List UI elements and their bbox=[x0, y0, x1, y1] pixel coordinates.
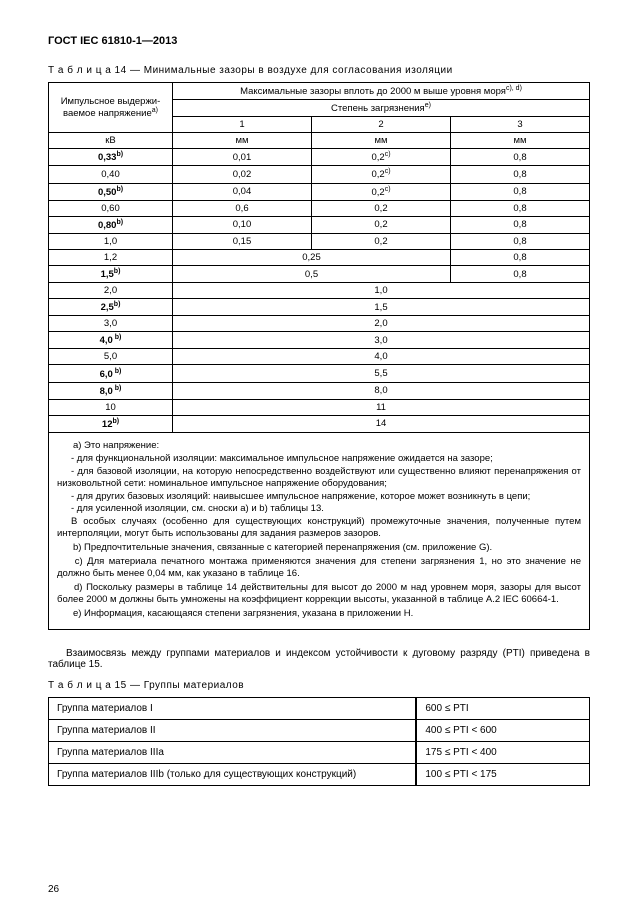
table-row: 2,5b)1,5 bbox=[49, 299, 590, 316]
table-row: Группа материалов IIIa175 ≤ PTI < 400 bbox=[49, 741, 590, 763]
fn-e: e) Информация, касающаяся степени загряз… bbox=[73, 608, 413, 619]
table-row: 1,20,250,8 bbox=[49, 249, 590, 265]
t14-unit2: мм bbox=[312, 133, 451, 149]
t14-head-sub-text: Степень загрязнения bbox=[331, 103, 425, 114]
t14-head-top: Максимальные зазоры вплоть до 2000 м выш… bbox=[173, 83, 590, 100]
table-row: 1,5b)0,50,8 bbox=[49, 265, 590, 282]
table-row: 0,600,60,20,8 bbox=[49, 200, 590, 216]
table-row: 0,80b)0,100,20,8 bbox=[49, 216, 590, 233]
fn-a1: - для функциональной изоляции: максималь… bbox=[57, 453, 581, 465]
fn-a2: - для базовой изоляции, на которую непос… bbox=[57, 466, 581, 490]
t14-head-left: Импульсное выдержи-ваемое напряжениеa) bbox=[49, 83, 173, 133]
document-id: ГОСТ IEC 61810-1—2013 bbox=[48, 35, 590, 47]
t14-col2: 2 bbox=[312, 117, 451, 133]
fn-a-lead: a) Это напряжение: bbox=[73, 440, 159, 451]
page-number: 26 bbox=[48, 884, 59, 895]
table-row: 0,50b)0,040,2c)0,8 bbox=[49, 183, 590, 200]
table-row: 5,04,0 bbox=[49, 349, 590, 365]
table15-caption: Т а б л и ц а 15 — Группы материалов bbox=[48, 680, 590, 691]
t14-head-top-text: Максимальные зазоры вплоть до 2000 м выш… bbox=[240, 86, 506, 97]
table14-caption: Т а б л и ц а 14 — Минимальные зазоры в … bbox=[48, 65, 590, 76]
t14-unit-left: кВ bbox=[49, 133, 173, 149]
fn-b: b) Предпочтительные значения, связанные … bbox=[73, 542, 492, 553]
table-row: 2,01,0 bbox=[49, 283, 590, 299]
table-row: 1011 bbox=[49, 399, 590, 415]
table-row: 8,0 b)8,0 bbox=[49, 382, 590, 399]
table-row: 0,400,020,2c)0,8 bbox=[49, 166, 590, 183]
fn-a5: В особых случаях (особенно для существую… bbox=[57, 516, 581, 540]
fn-a3: - для других базовых изоляций: наивысшее… bbox=[57, 491, 581, 503]
t14-col1: 1 bbox=[173, 117, 312, 133]
table-row: 12b)14 bbox=[49, 415, 590, 432]
table14-footnotes: a) Это напряжение: - для функциональной … bbox=[48, 433, 590, 630]
paragraph-pti: Взаимосвязь между группами материалов и … bbox=[48, 648, 590, 670]
table-row: Группа материалов I600 ≤ PTI bbox=[49, 697, 590, 719]
t14-head-sub: Степень загрязненияe) bbox=[173, 100, 590, 117]
table-row: 1,00,150,20,8 bbox=[49, 233, 590, 249]
table-row: 6,0 b)5,5 bbox=[49, 365, 590, 382]
fn-a4: - для усиленной изоляции, см. сноски a) … bbox=[57, 503, 581, 515]
t14-unit1: мм bbox=[173, 133, 312, 149]
table-row: 0,33b)0,010,2c)0,8 bbox=[49, 149, 590, 166]
t14-head-left-sup: a) bbox=[152, 107, 158, 114]
t14-head-top-sup: c), d) bbox=[506, 85, 522, 92]
fn-d: d) Поскольку размеры в таблице 14 действ… bbox=[57, 582, 581, 605]
table-row: 3,02,0 bbox=[49, 316, 590, 332]
table15: Группа материалов I600 ≤ PTIГруппа матер… bbox=[48, 697, 590, 786]
fn-c: c) Для материала печатного монтажа приме… bbox=[57, 556, 581, 579]
table-row: 4,0 b)3,0 bbox=[49, 332, 590, 349]
t14-unit3: мм bbox=[451, 133, 590, 149]
t14-head-left-text: Импульсное выдержи-ваемое напряжение bbox=[61, 96, 161, 119]
table-row: Группа материалов II400 ≤ PTI < 600 bbox=[49, 719, 590, 741]
table-row: Группа материалов IIIb (только для сущес… bbox=[49, 763, 590, 785]
t14-col3: 3 bbox=[451, 117, 590, 133]
t14-head-sub-sup: e) bbox=[425, 102, 431, 109]
table14: Импульсное выдержи-ваемое напряжениеa) М… bbox=[48, 82, 590, 433]
